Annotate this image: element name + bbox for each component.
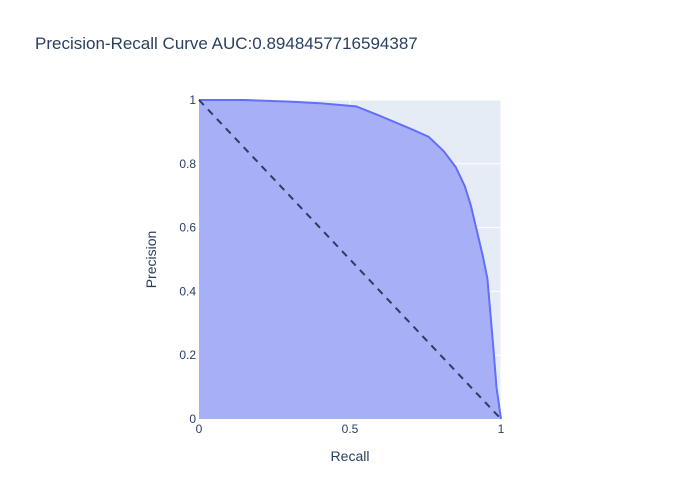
chart-title: Precision-Recall Curve AUC:0.89484577165… <box>35 34 418 53</box>
y-tick-label: 0.6 <box>179 221 196 235</box>
y-tick-label: 0 <box>189 412 196 426</box>
x-tick-labels: 0 0.5 1 <box>196 422 505 436</box>
x-tick-label: 0.5 <box>342 422 359 436</box>
y-axis-title: Precision <box>143 231 159 289</box>
x-tick-label: 0 <box>196 422 203 436</box>
y-tick-label: 1 <box>189 93 196 107</box>
pr-curve-line <box>199 99 502 420</box>
baseline-diagonal <box>198 99 502 420</box>
x-axis-title: Recall <box>331 448 370 464</box>
y-tick-labels: 0 0.2 0.4 0.6 0.8 1 <box>179 93 196 426</box>
x-tick-label: 1 <box>498 422 505 436</box>
y-tick-label: 0.2 <box>179 348 196 362</box>
y-tick-label: 0.8 <box>179 157 196 171</box>
y-tick-label: 0.4 <box>179 284 196 298</box>
